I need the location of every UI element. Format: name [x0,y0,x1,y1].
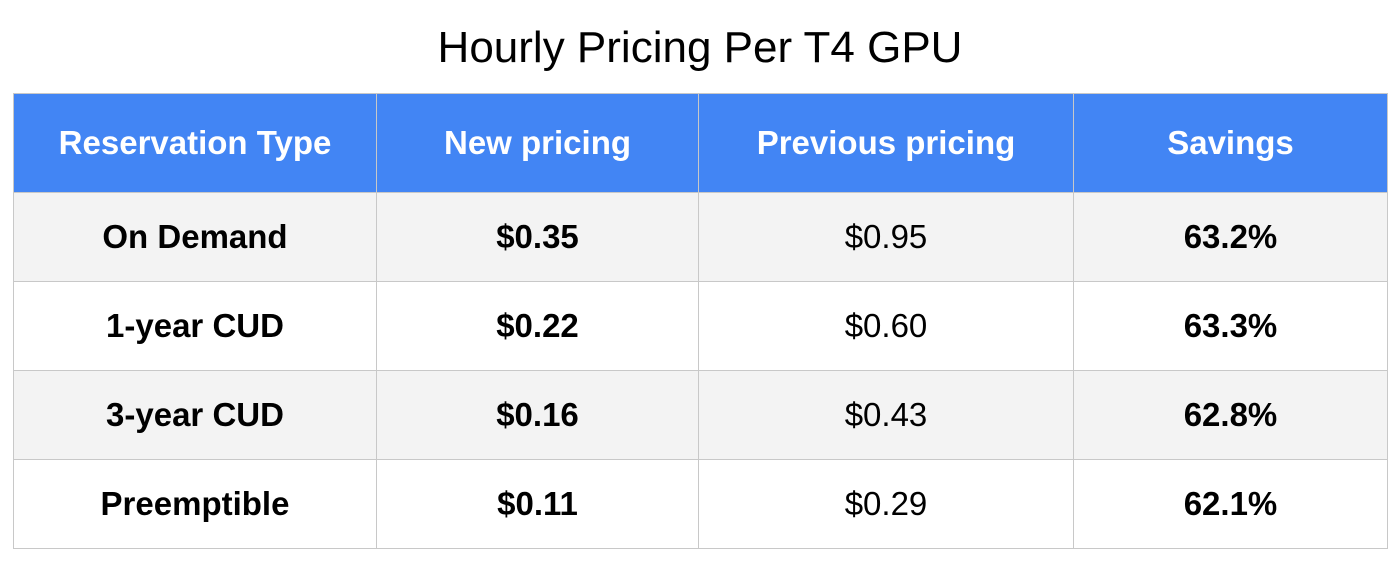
new-pricing-cell: $0.11 [376,459,699,549]
table-row: 3-year CUD $0.16 $0.43 62.8% [13,370,1388,460]
new-pricing-cell: $0.35 [376,192,699,282]
previous-pricing-cell: $0.95 [698,192,1074,282]
reservation-type-cell: 1-year CUD [13,281,377,371]
column-header-new-pricing: New pricing [376,93,699,193]
table-title: Hourly Pricing Per T4 GPU [437,23,963,72]
reservation-type-cell: On Demand [13,192,377,282]
savings-cell: 63.3% [1073,281,1388,371]
column-header-previous-pricing: Previous pricing [698,93,1074,193]
previous-pricing-cell: $0.60 [698,281,1074,371]
new-pricing-cell: $0.22 [376,281,699,371]
table-row: 1-year CUD $0.22 $0.60 63.3% [13,281,1388,371]
savings-cell: 62.1% [1073,459,1388,549]
previous-pricing-cell: $0.29 [698,459,1074,549]
pricing-table: Reservation Type New pricing Previous pr… [13,93,1388,549]
savings-cell: 63.2% [1073,192,1388,282]
column-header-reservation-type: Reservation Type [13,93,377,193]
table-row: Preemptible $0.11 $0.29 62.1% [13,459,1388,549]
column-header-savings: Savings [1073,93,1388,193]
reservation-type-cell: Preemptible [13,459,377,549]
table-row: On Demand $0.35 $0.95 63.2% [13,192,1388,282]
reservation-type-cell: 3-year CUD [13,370,377,460]
savings-cell: 62.8% [1073,370,1388,460]
header-row: Reservation Type New pricing Previous pr… [13,93,1388,193]
previous-pricing-cell: $0.43 [698,370,1074,460]
new-pricing-cell: $0.16 [376,370,699,460]
